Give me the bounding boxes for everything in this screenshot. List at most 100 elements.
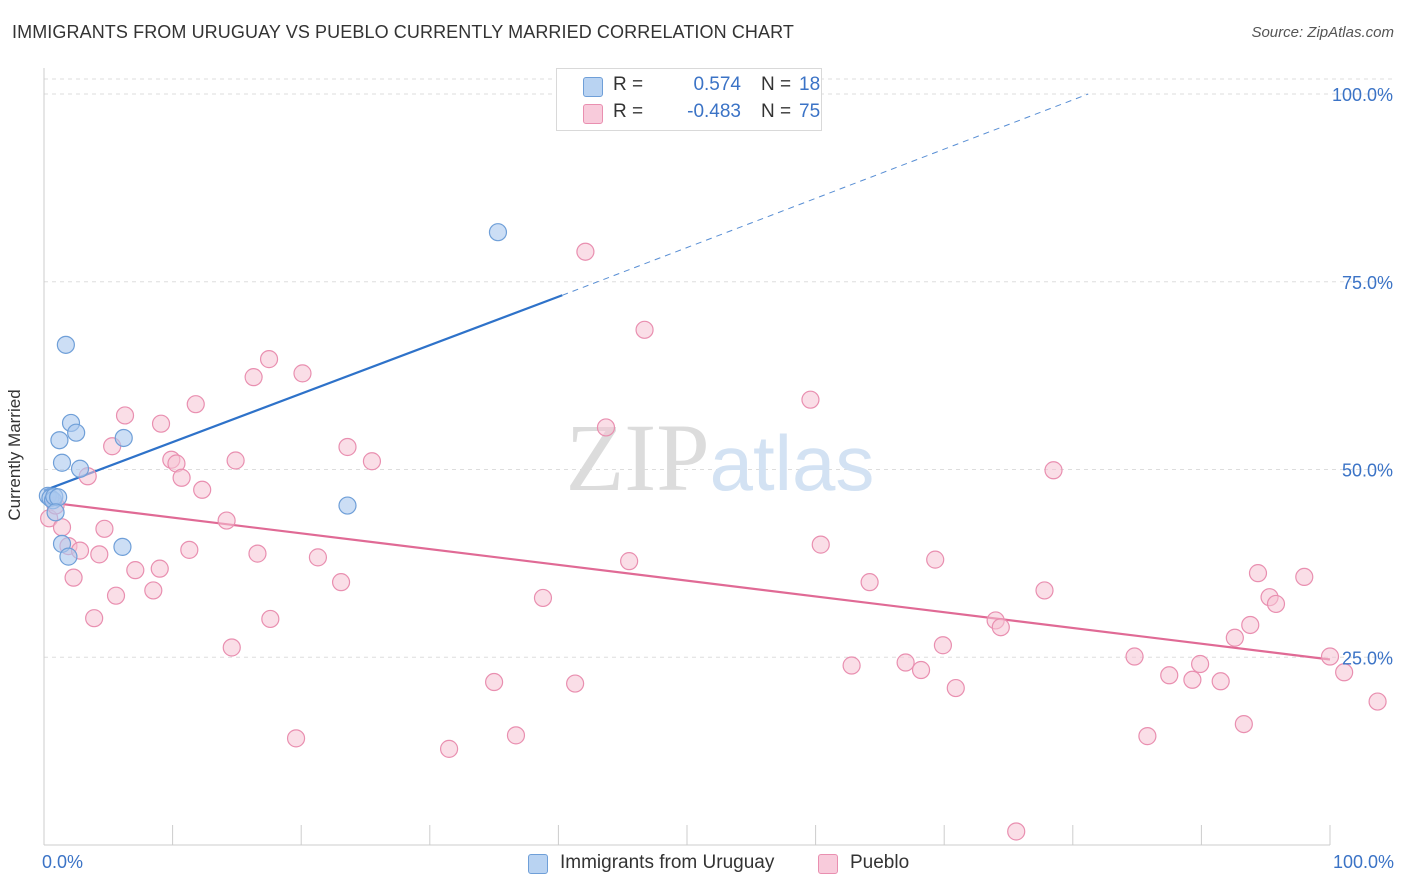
pueblo-point [485, 672, 504, 692]
pueblo-point [150, 559, 169, 578]
pueblo-point [896, 653, 915, 672]
pueblo-point [338, 437, 357, 457]
pueblo-point [172, 468, 191, 487]
pueblo-point [259, 350, 279, 369]
pueblo-point [1234, 714, 1253, 734]
pueblo-point [1125, 647, 1144, 666]
pueblo-point [946, 678, 965, 698]
grid-lines [44, 78, 1392, 658]
pueblo-point [1191, 654, 1210, 674]
pueblo-point [293, 364, 312, 383]
pueblo-point [226, 451, 245, 470]
trend-lines [43, 93, 1331, 661]
pueblo-point [126, 561, 145, 580]
bottom-legend-swatch-pink [818, 854, 838, 874]
pueblo-point [217, 511, 236, 530]
source-label: Source: ZipAtlas.com [1251, 24, 1394, 41]
pueblo-point [1138, 727, 1157, 746]
uruguay-trend-extension [562, 93, 1089, 296]
uruguay-point [52, 453, 72, 472]
pueblo-point [193, 480, 212, 499]
pueblo-point [1320, 647, 1340, 666]
pueblo-point [596, 418, 616, 437]
pueblo-point [801, 390, 820, 409]
legend-r-label: R = [613, 74, 644, 95]
uruguay-point [488, 223, 508, 242]
pueblo-point [566, 674, 585, 693]
pueblo-point [506, 726, 526, 745]
watermark-atlas: atlas [710, 419, 875, 507]
pueblo-point [860, 573, 879, 592]
chart-title: IMMIGRANTS FROM URUGUAY VS PUEBLO CURREN… [12, 22, 794, 42]
uruguay-point [56, 335, 75, 354]
pueblo-point [842, 656, 861, 675]
pueblo-point [286, 729, 306, 748]
legend-r-value: -0.483 [687, 101, 741, 122]
pueblo-point [308, 548, 328, 567]
y-tick-label: 75.0% [1342, 273, 1393, 293]
pueblo-point [439, 739, 459, 758]
pueblo-point [362, 452, 382, 471]
watermark: ZIPatlas [566, 404, 875, 511]
pueblo-point [620, 552, 639, 571]
uruguay-point [113, 537, 132, 556]
legend-r-value: 0.574 [693, 74, 741, 95]
pueblo-point [1248, 564, 1268, 583]
uruguay-trend-line [43, 294, 563, 492]
pueblo-point [95, 519, 114, 538]
uruguay-point [46, 503, 65, 522]
legend-swatch-blue [583, 77, 603, 97]
y-tick-label: 50.0% [1342, 461, 1393, 481]
bottom-legend-label: Immigrants from Uruguay [560, 852, 775, 873]
uruguay-point [114, 428, 133, 448]
data-points [38, 223, 1387, 841]
bottom-legend-label: Pueblo [850, 852, 910, 873]
pueblo-point [261, 609, 280, 629]
pueblo-point [533, 588, 553, 608]
legend-swatch-pink [583, 104, 603, 124]
pueblo-point [151, 414, 171, 433]
legend-n-value: 18 [799, 74, 821, 95]
pueblo-point [1183, 670, 1202, 689]
axes [43, 68, 1331, 846]
watermark-zip: ZIP [566, 404, 710, 511]
uruguay-point [67, 423, 86, 442]
pueblo-point [85, 609, 104, 628]
pueblo-point [1241, 615, 1260, 635]
pueblo-point [331, 573, 351, 592]
y-tick-label: 100.0% [1332, 85, 1393, 105]
legend-r-label: R = [613, 101, 644, 122]
legend-n-value: 75 [799, 101, 821, 122]
pueblo-point [911, 660, 931, 680]
pueblo-point [811, 535, 830, 554]
y-tick-labels: 25.0% 50.0% 75.0% 100.0% [1332, 85, 1393, 668]
bottom-legend-swatch-blue [528, 854, 548, 874]
pueblo-point [115, 406, 135, 425]
pueblo-point [933, 636, 953, 655]
uruguay-point [50, 431, 69, 450]
pueblo-point [1211, 672, 1230, 691]
pueblo-point [1266, 594, 1286, 614]
legend-n-label: N = [761, 74, 792, 95]
pueblo-point [576, 242, 595, 261]
legend-n-label: N = [761, 101, 792, 122]
uruguay-point [59, 547, 78, 566]
pueblo-point [1335, 663, 1354, 682]
pueblo-point [1368, 692, 1387, 711]
correlation-legend: R = 0.574 N = 18 R = -0.483 N = 75 [556, 68, 822, 131]
pueblo-point [926, 550, 945, 569]
pueblo-point [635, 320, 654, 339]
pueblo-point [90, 545, 109, 564]
pueblo-point [180, 540, 199, 559]
pueblo-point [248, 544, 267, 563]
pueblo-point [244, 368, 263, 387]
x-tick-label-max: 100.0% [1332, 852, 1394, 872]
pueblo-point [1295, 567, 1314, 587]
uruguay-point [49, 488, 68, 507]
pueblo-point [1035, 581, 1054, 600]
pueblo-point [186, 395, 205, 414]
pueblo-point [222, 638, 241, 657]
pueblo-point [64, 568, 83, 587]
pueblo-point [106, 586, 126, 605]
